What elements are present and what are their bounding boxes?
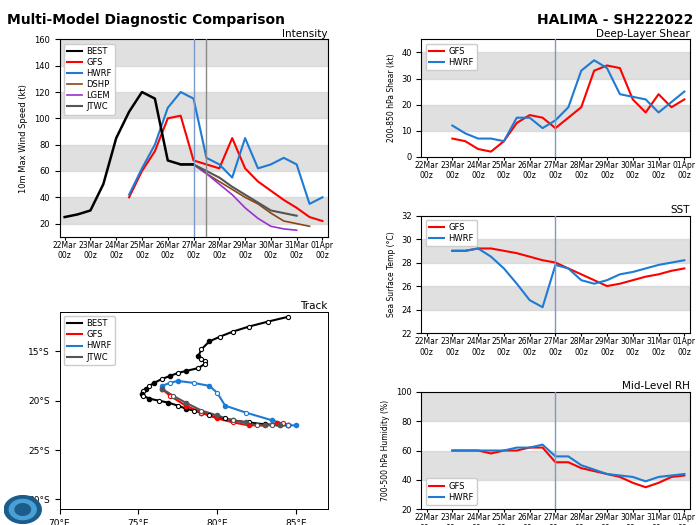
Polygon shape xyxy=(15,504,31,515)
Y-axis label: Sea Surface Temp (°C): Sea Surface Temp (°C) xyxy=(386,232,395,317)
Text: SST: SST xyxy=(670,205,690,215)
Legend: BEST, GFS, HWRF, JTWC: BEST, GFS, HWRF, JTWC xyxy=(64,316,115,365)
Y-axis label: 200-850 hPa Shear (kt): 200-850 hPa Shear (kt) xyxy=(386,54,395,142)
Bar xyxy=(421,52,690,79)
Text: Deep-Layer Shear: Deep-Layer Shear xyxy=(596,28,690,39)
Legend: GFS, HWRF: GFS, HWRF xyxy=(426,478,477,505)
Bar xyxy=(60,145,328,171)
Legend: GFS, HWRF: GFS, HWRF xyxy=(426,44,477,70)
Bar xyxy=(60,197,328,224)
Text: Intensity: Intensity xyxy=(282,28,328,39)
Legend: BEST, GFS, HWRF, DSHP, LGEM, JTWC: BEST, GFS, HWRF, DSHP, LGEM, JTWC xyxy=(64,44,115,114)
Text: HALIMA - SH222022: HALIMA - SH222022 xyxy=(537,13,693,27)
Y-axis label: 10m Max Wind Speed (kt): 10m Max Wind Speed (kt) xyxy=(20,83,28,193)
Bar xyxy=(60,39,328,66)
Legend: GFS, HWRF: GFS, HWRF xyxy=(426,220,477,247)
Polygon shape xyxy=(9,499,36,520)
Bar xyxy=(421,450,690,480)
Bar xyxy=(60,92,328,118)
Bar xyxy=(421,392,690,421)
Text: Mid-Level RH: Mid-Level RH xyxy=(622,381,690,391)
Bar xyxy=(421,104,690,131)
Polygon shape xyxy=(4,496,41,523)
Bar xyxy=(421,239,690,262)
Text: Multi-Model Diagnostic Comparison: Multi-Model Diagnostic Comparison xyxy=(7,13,285,27)
Text: Track: Track xyxy=(300,301,328,311)
Y-axis label: 700-500 hPa Humidity (%): 700-500 hPa Humidity (%) xyxy=(382,400,391,501)
Bar xyxy=(421,286,690,310)
